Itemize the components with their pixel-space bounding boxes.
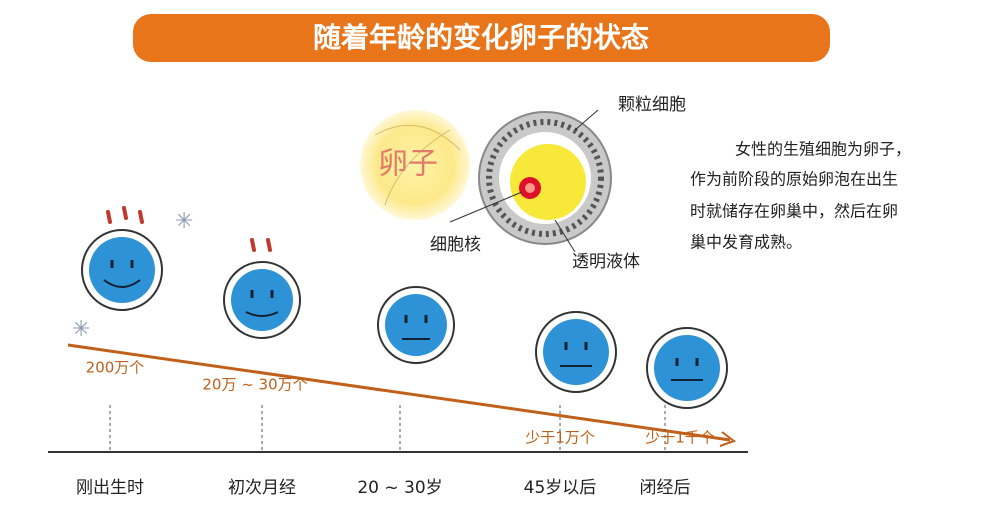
face [223,261,301,339]
face-disc [654,335,720,401]
stage-label: 刚出生时 [76,478,144,498]
egg-count: 少于1万个 [525,429,595,447]
description-line: 作为前阶段的原始卵泡在出生 [690,170,898,189]
egg-count: 200万个 [86,359,145,377]
description-line: 时就储存在卵巢中，然后在卵 [690,202,898,221]
stress-mark [266,238,272,252]
title-banner [133,14,830,62]
mouth [103,279,141,288]
decline-line [67,343,731,442]
stress-mark [250,238,256,252]
stage-label: 初次月经 [228,478,296,498]
mouth [245,311,279,317]
face [646,327,728,409]
stage-label: 20 ~ 30岁 [357,478,442,498]
description-line: 巢中发育成熟。 [690,233,802,252]
egg-label: 卵子 [378,147,438,182]
egg-illustration: 卵子 [360,109,612,253]
face [377,286,455,364]
arrow-head [719,431,737,447]
egg-count: 少于1千个 [645,429,715,447]
nucleus-label: 细胞核 [430,235,481,255]
description-line: 女性的生殖细胞为卵子， [735,140,911,159]
face-disc [231,269,293,331]
stage-label: 45岁以后 [524,478,597,498]
stress-mark [138,210,144,224]
face [535,311,617,393]
sparkle: ✳ [175,209,193,234]
face-disc [543,319,609,385]
sparkle: ✳ [72,317,90,342]
granulosa-label: 颗粒细胞 [618,95,686,115]
stress-mark [106,210,112,224]
face [81,229,163,311]
fluid-label: 透明液体 [572,252,640,272]
egg-count: 20万 ~ 30万个 [202,376,307,394]
stage-label: 闭经后 [640,478,691,498]
face-disc [385,294,447,356]
face-disc [89,237,155,303]
stress-mark [122,206,128,220]
title: 随着年龄的变化卵子的状态 [313,21,649,54]
